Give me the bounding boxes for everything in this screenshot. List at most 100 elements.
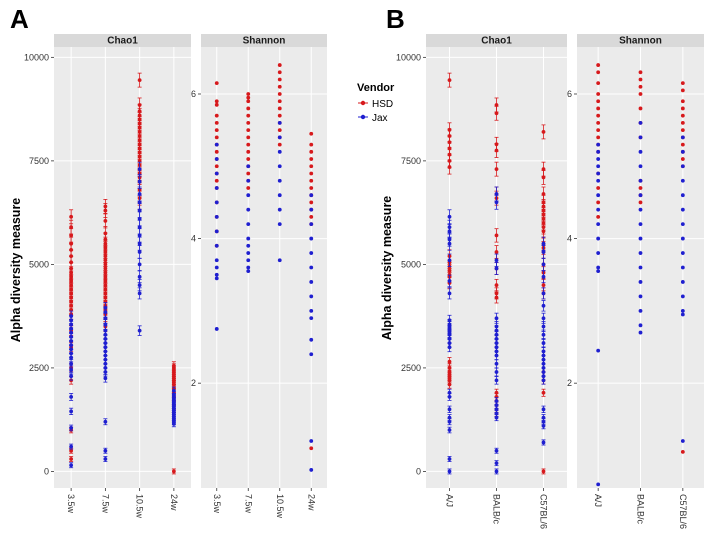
panel-a-chao1-ytick-label: 10000 bbox=[24, 52, 49, 62]
data-point-jax bbox=[596, 171, 601, 176]
data-point-jax bbox=[494, 353, 499, 358]
data-point-jax bbox=[596, 269, 601, 274]
panel-a-chao1-xtick-label-10-5w: 10.5w bbox=[135, 494, 145, 519]
data-point-hsd bbox=[309, 446, 314, 451]
panel-a-chao1-background bbox=[54, 47, 191, 488]
data-point-jax bbox=[596, 348, 601, 353]
data-point-jax bbox=[103, 448, 108, 453]
data-point-hsd bbox=[541, 129, 546, 134]
panel-b-chao1-ytick-label: 7500 bbox=[401, 156, 421, 166]
data-point-jax bbox=[680, 135, 685, 140]
data-point-jax bbox=[137, 241, 142, 246]
panel-b-shannon: Shannon 2 4 6 A/J BALB/c C57BL/6 bbox=[567, 34, 704, 529]
data-point-hsd bbox=[246, 157, 251, 161]
data-point-jax bbox=[680, 164, 685, 169]
panel-a-chao1-strip-label: Chao1 bbox=[107, 36, 138, 47]
data-point-hsd bbox=[494, 167, 499, 172]
data-point-jax bbox=[596, 157, 601, 161]
panel-b-chao1-xtick-label-c57bl-6: C57BL/6 bbox=[539, 494, 549, 529]
data-point-hsd bbox=[246, 99, 251, 104]
data-point-jax bbox=[447, 395, 452, 399]
panel-a-chao1-xtick-label-24w: 24w bbox=[169, 494, 179, 511]
panel-a-shannon-ytick-label: 4 bbox=[191, 234, 196, 244]
panel-a-shannon-ytick-label: 6 bbox=[191, 89, 196, 99]
data-point-hsd bbox=[246, 135, 251, 140]
data-point-hsd bbox=[680, 81, 685, 86]
data-point-jax bbox=[494, 370, 499, 374]
data-point-hsd bbox=[494, 111, 499, 116]
panel-b-chao1-xtick-label-a-j: A/J bbox=[445, 494, 455, 507]
data-point-jax bbox=[214, 276, 219, 281]
data-point-jax bbox=[214, 157, 219, 161]
data-point-jax bbox=[214, 265, 219, 270]
data-point-jax bbox=[309, 468, 314, 472]
data-point-jax bbox=[680, 439, 685, 443]
panel-b-chao1-xtick-label-balb-c: BALB/c bbox=[492, 494, 502, 525]
data-point-jax bbox=[447, 428, 452, 432]
data-point-jax bbox=[69, 395, 74, 399]
data-point-hsd bbox=[246, 95, 251, 100]
data-point-jax bbox=[309, 316, 314, 321]
data-point-hsd bbox=[447, 382, 452, 387]
data-point-jax bbox=[596, 164, 601, 169]
data-point-hsd bbox=[596, 81, 601, 86]
data-point-jax bbox=[596, 251, 601, 255]
data-point-jax bbox=[214, 243, 219, 248]
data-point-hsd bbox=[277, 106, 282, 111]
data-point-jax bbox=[541, 324, 546, 329]
data-point-hsd bbox=[246, 171, 251, 176]
data-point-hsd bbox=[277, 128, 282, 133]
data-point-jax bbox=[494, 258, 499, 263]
data-point-jax bbox=[246, 178, 251, 183]
legend-title: Vendor bbox=[357, 82, 395, 94]
data-point-hsd bbox=[447, 378, 452, 383]
data-point-hsd bbox=[680, 157, 685, 161]
data-point-hsd bbox=[541, 175, 546, 180]
data-point-hsd bbox=[246, 106, 251, 111]
data-point-jax bbox=[214, 142, 219, 147]
data-point-jax bbox=[680, 312, 685, 317]
data-point-hsd bbox=[638, 186, 643, 190]
data-point-hsd bbox=[680, 121, 685, 125]
data-point-hsd bbox=[171, 469, 176, 474]
data-point-jax bbox=[541, 241, 546, 246]
data-point-jax bbox=[494, 200, 499, 205]
data-point-hsd bbox=[680, 128, 685, 133]
data-point-jax bbox=[137, 274, 142, 279]
data-point-jax bbox=[494, 461, 499, 466]
panel-a-chao1-xtick-label-3-5w: 3.5w bbox=[66, 494, 76, 514]
data-point-jax bbox=[277, 178, 282, 183]
data-point-hsd bbox=[680, 113, 685, 118]
data-point-jax bbox=[541, 316, 546, 321]
data-point-hsd bbox=[596, 99, 601, 104]
data-point-jax bbox=[541, 274, 546, 279]
data-point-jax bbox=[137, 291, 142, 296]
data-point-hsd bbox=[494, 250, 499, 254]
panel-b-shannon-xtick-label-a-j: A/J bbox=[593, 494, 603, 507]
data-point-jax bbox=[214, 186, 219, 190]
data-point-jax bbox=[214, 272, 219, 277]
panel-a-chao1-ytick-label: 0 bbox=[44, 466, 49, 476]
data-point-jax bbox=[494, 361, 499, 366]
data-point-jax bbox=[137, 216, 142, 221]
data-point-jax bbox=[638, 135, 643, 140]
data-point-jax bbox=[541, 407, 546, 412]
data-point-hsd bbox=[309, 142, 314, 147]
data-point-hsd bbox=[214, 121, 219, 125]
legend-marker-hsd bbox=[360, 100, 366, 106]
data-point-hsd bbox=[596, 113, 601, 118]
data-point-jax bbox=[277, 258, 282, 263]
data-point-jax bbox=[541, 440, 546, 445]
data-point-jax bbox=[596, 207, 601, 212]
data-point-hsd bbox=[596, 70, 601, 75]
data-point-hsd bbox=[541, 469, 546, 474]
panel-a-shannon-strip-label: Shannon bbox=[243, 36, 286, 47]
data-point-jax bbox=[638, 222, 643, 227]
data-point-jax bbox=[309, 352, 314, 357]
data-point-jax bbox=[541, 291, 546, 296]
panel-a-chao1: Chao1 0 2500 5000 7500 10000 3.5w 7.5w 10.5w 24w bbox=[24, 34, 191, 519]
data-point-jax bbox=[494, 316, 499, 321]
data-point-jax bbox=[541, 341, 546, 345]
panel-a-shannon-xtick-label-10-5w: 10.5w bbox=[275, 494, 285, 519]
data-point-jax bbox=[638, 164, 643, 169]
